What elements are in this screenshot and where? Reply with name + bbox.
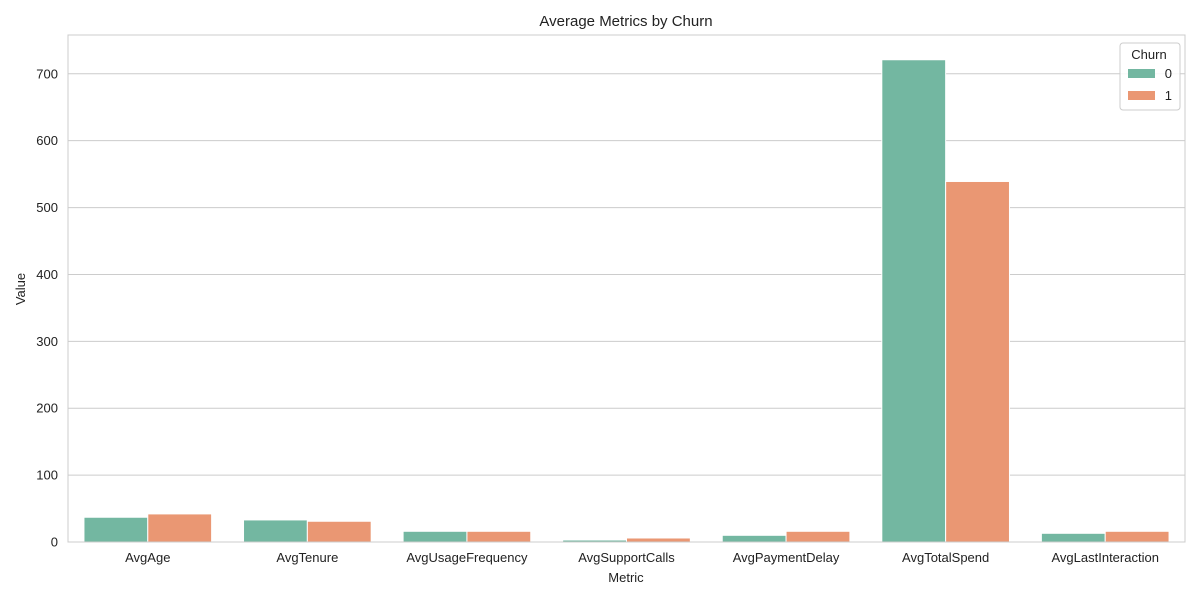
y-tick-label: 100 <box>36 468 58 483</box>
bar-avgtotalspend-churn-0 <box>881 59 947 543</box>
legend-label-1: 1 <box>1165 88 1172 103</box>
bar-avgsupportcalls-churn-1 <box>626 537 691 543</box>
y-tick-label: 200 <box>36 401 58 416</box>
legend: Churn 01 <box>1119 42 1181 111</box>
y-tick-label: 500 <box>36 200 58 215</box>
legend-entries: 01 <box>1128 66 1172 103</box>
x-tick-label: AvgTotalSpend <box>902 550 989 565</box>
chart-title: Average Metrics by Churn <box>539 13 712 30</box>
bar-avgusagefrequency-churn-0 <box>402 530 468 543</box>
x-tick-label: AvgTenure <box>276 550 338 565</box>
bar-avgtotalspend-churn-1 <box>945 180 1010 543</box>
y-tick-label: 400 <box>36 267 58 282</box>
grid <box>68 73 1185 543</box>
legend-swatch-0 <box>1128 69 1155 78</box>
bar-avgusagefrequency-churn-1 <box>466 530 532 543</box>
y-tick-label: 700 <box>36 66 58 81</box>
legend-title: Churn <box>1131 47 1166 62</box>
bar-avgage-churn-0 <box>83 516 149 543</box>
plot-area-frame <box>67 34 1186 543</box>
y-tick-label: 0 <box>51 535 58 550</box>
x-tick-label: AvgUsageFrequency <box>406 550 528 565</box>
y-tick-label: 300 <box>36 334 58 349</box>
x-tick-label: AvgPaymentDelay <box>733 550 840 565</box>
bar-avgage-churn-1 <box>147 513 213 543</box>
x-tick-label: AvgLastInteraction <box>1051 550 1158 565</box>
legend-label-0: 0 <box>1165 66 1172 81</box>
x-tick-label: AvgSupportCalls <box>578 550 675 565</box>
x-axis-ticks: AvgAge AvgTenure AvgUsageFrequency AvgSuppo… <box>125 550 1159 565</box>
bar-avgtenure-churn-0 <box>243 519 308 543</box>
bar-avgtenure-churn-1 <box>306 520 372 543</box>
x-tick-label: AvgAge <box>125 550 170 565</box>
x-axis-label: Metric <box>608 570 644 585</box>
bar-avglastinteraction-churn-1 <box>1104 530 1170 543</box>
y-axis-label: Value <box>13 273 28 305</box>
bar-avglastinteraction-churn-0 <box>1040 532 1106 543</box>
bar-avgpaymentdelay-churn-0 <box>721 534 787 543</box>
y-axis-ticks: 0 100 200 300 400 500 600 700 <box>36 66 58 549</box>
legend-swatch-1 <box>1128 91 1155 100</box>
bars <box>83 59 1170 543</box>
bar-avgpaymentdelay-churn-1 <box>785 530 851 543</box>
y-tick-label: 600 <box>36 133 58 148</box>
